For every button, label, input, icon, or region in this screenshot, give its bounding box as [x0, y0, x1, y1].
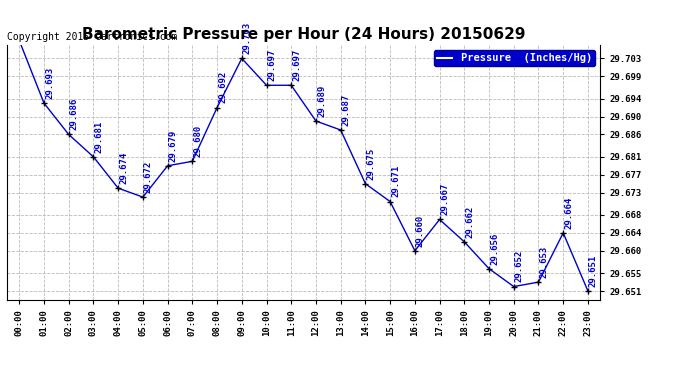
Text: 29.679: 29.679: [168, 129, 177, 162]
Text: Copyright 2015 Cartronics.com: Copyright 2015 Cartronics.com: [7, 33, 177, 42]
Text: 29.675: 29.675: [366, 147, 375, 180]
Text: 29.703: 29.703: [243, 22, 252, 54]
Text: 29.671: 29.671: [391, 165, 400, 197]
Text: 29.656: 29.656: [490, 232, 499, 264]
Title: Barometric Pressure per Hour (24 Hours) 20150629: Barometric Pressure per Hour (24 Hours) …: [82, 27, 525, 42]
Text: 29.667: 29.667: [441, 183, 450, 215]
Text: 29.692: 29.692: [218, 71, 227, 104]
Text: 29.689: 29.689: [317, 85, 326, 117]
Text: 29.672: 29.672: [144, 161, 153, 193]
Text: 29.693: 29.693: [45, 67, 54, 99]
Text: 29.660: 29.660: [416, 214, 425, 247]
Text: 29.652: 29.652: [515, 250, 524, 282]
Text: 29.653: 29.653: [540, 246, 549, 278]
Text: 29.681: 29.681: [95, 120, 103, 153]
Text: 29.664: 29.664: [564, 196, 573, 229]
Text: 29.707: 29.707: [0, 374, 1, 375]
Text: 29.662: 29.662: [465, 206, 474, 238]
Text: 29.686: 29.686: [70, 98, 79, 130]
Legend: Pressure  (Inches/Hg): Pressure (Inches/Hg): [433, 50, 595, 66]
Text: 29.697: 29.697: [268, 49, 277, 81]
Text: 29.687: 29.687: [342, 94, 351, 126]
Text: 29.651: 29.651: [589, 255, 598, 287]
Text: 29.680: 29.680: [193, 125, 202, 157]
Text: 29.697: 29.697: [293, 49, 302, 81]
Text: 29.674: 29.674: [119, 152, 128, 184]
